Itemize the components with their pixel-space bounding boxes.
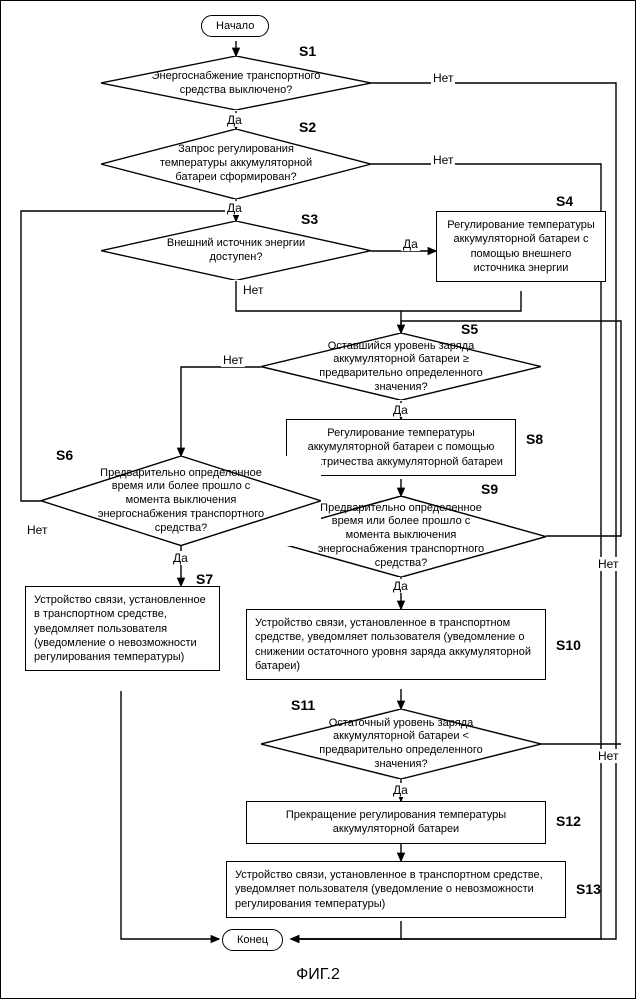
flowchart-canvas: Начало Конец Энергоснабжение транспортно… (0, 0, 636, 999)
s1-tag: S1 (299, 43, 316, 59)
process-s13: Устройство связи, установленное в трансп… (226, 861, 566, 918)
s8-text: Регулирование температуры аккумуляторной… (299, 427, 503, 468)
terminal-start: Начало (201, 15, 269, 37)
decision-s6: Предварительно определенное время или бо… (41, 456, 321, 546)
s13-tag: S13 (576, 881, 601, 897)
decision-s2: Запрос регулирования температуры аккумул… (101, 129, 371, 199)
s10-tag: S10 (556, 637, 581, 653)
s6-yes: Да (171, 551, 190, 565)
s4-tag: S4 (556, 193, 573, 209)
s1-text: Энергоснабжение транспортного средства в… (150, 70, 323, 98)
s5-yes: Да (391, 403, 410, 417)
s2-tag: S2 (299, 119, 316, 135)
s6-text: Предварительно определенное время или бо… (91, 467, 270, 536)
s7-tag: S7 (196, 571, 213, 587)
s5-tag: S5 (461, 321, 478, 337)
process-s4: Регулирование температуры аккумуляторной… (436, 211, 606, 282)
s9-yes: Да (391, 579, 410, 593)
s11-yes: Да (391, 783, 410, 797)
s11-text: Остаточный уровень заряда аккумуляторной… (311, 717, 490, 772)
decision-s3: Внешний источник энергии доступен? (101, 221, 371, 281)
decision-s1: Энергоснабжение транспортного средства в… (101, 56, 371, 111)
s2-no: Нет (431, 153, 455, 167)
s5-no: Нет (221, 353, 245, 367)
s3-text: Внешний источник энергии доступен? (150, 237, 323, 265)
s11-tag: S11 (291, 697, 315, 713)
s3-tag: S3 (301, 211, 318, 227)
s10-text: Устройство связи, установленное в трансп… (255, 617, 531, 672)
process-s7: Устройство связи, установленное в трансп… (25, 586, 220, 671)
figure-caption: ФИГ.2 (1, 966, 635, 984)
s3-yes: Да (401, 237, 420, 251)
decision-s5: Оставшийся уровень заряда аккумуляторной… (261, 333, 541, 401)
s3-no: Нет (241, 283, 265, 297)
terminal-end: Конец (222, 929, 283, 951)
s13-text: Устройство связи, установленное в трансп… (235, 869, 543, 910)
s1-no: Нет (431, 71, 455, 85)
process-s10: Устройство связи, установленное в трансп… (246, 609, 546, 680)
terminal-end-label: Конец (237, 934, 268, 946)
s7-text: Устройство связи, установленное в трансп… (34, 594, 206, 663)
s6-tag: S6 (56, 447, 73, 463)
s12-text: Прекращение регулирования температуры ак… (286, 809, 506, 835)
decision-s11: Остаточный уровень заряда аккумуляторной… (261, 709, 541, 779)
s9-tag: S9 (481, 481, 498, 497)
s6-no: Нет (25, 523, 49, 537)
process-s12: Прекращение регулирования температуры ак… (246, 801, 546, 844)
s11-no: Нет (596, 749, 620, 763)
s2-text: Запрос регулирования температуры аккумул… (150, 143, 323, 184)
s1-yes: Да (225, 113, 244, 127)
s9-no: Нет (596, 557, 620, 571)
s5-text: Оставшийся уровень заряда аккумуляторной… (311, 340, 490, 395)
s2-yes: Да (225, 201, 244, 215)
s9-text: Предварительно определенное время или бо… (308, 502, 494, 571)
terminal-start-label: Начало (216, 20, 254, 32)
s12-tag: S12 (556, 813, 581, 829)
s4-text: Регулирование температуры аккумуляторной… (447, 219, 595, 274)
s8-tag: S8 (526, 431, 543, 447)
